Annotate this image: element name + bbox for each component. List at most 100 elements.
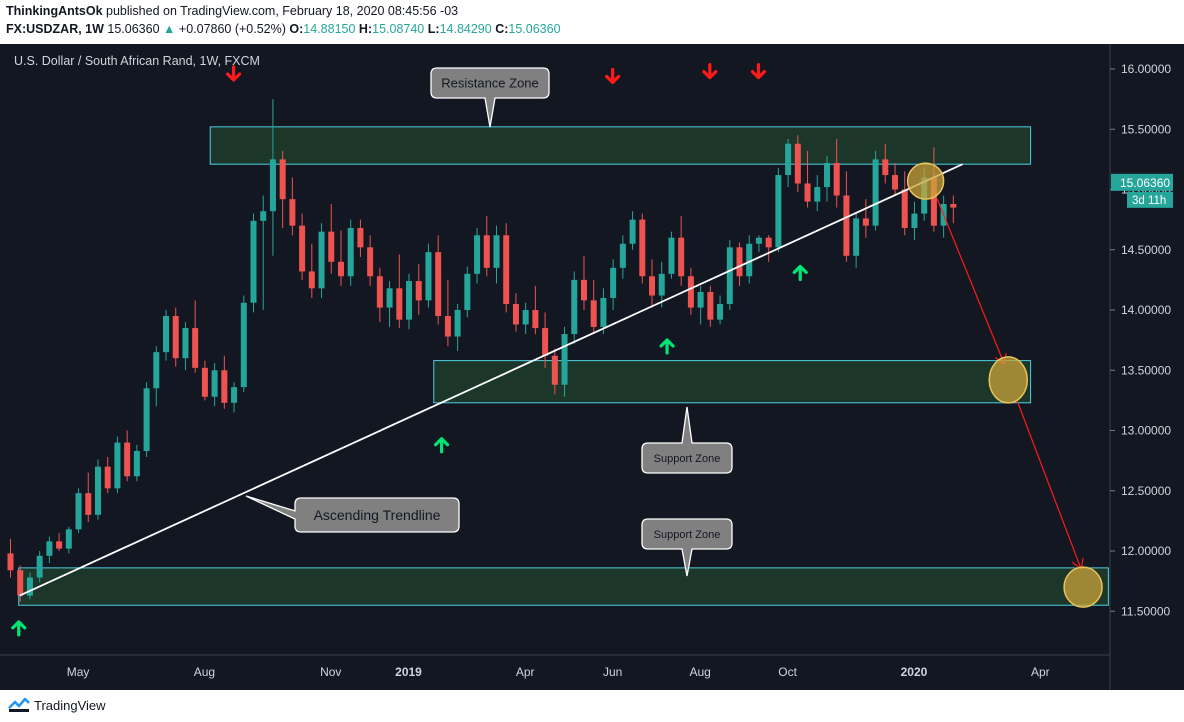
candle-body bbox=[250, 220, 257, 303]
x-tick-label: Aug bbox=[689, 665, 710, 679]
x-tick-label: 2019 bbox=[395, 665, 422, 679]
arrow-down-icon bbox=[225, 65, 242, 82]
trendline-callout-text: Ascending Trendline bbox=[314, 507, 441, 523]
chart-title: U.S. Dollar / South African Rand, 1W, FX… bbox=[14, 54, 260, 68]
candle-body bbox=[571, 279, 578, 335]
tradingview-logo-icon[interactable] bbox=[8, 696, 30, 714]
low-label: L: bbox=[427, 22, 440, 36]
candle-body bbox=[182, 328, 189, 359]
candle-body bbox=[687, 276, 694, 308]
x-tick-label: Apr bbox=[516, 665, 535, 679]
candle-body bbox=[201, 367, 208, 397]
candle-body bbox=[610, 267, 617, 298]
arrow-up-icon bbox=[11, 620, 27, 637]
candle-body bbox=[7, 553, 14, 571]
candle-body bbox=[678, 237, 685, 277]
symbol-ohlc: FX:USDZAR, 1W 15.06360 ▲ +0.07860 (+0.52… bbox=[6, 22, 561, 36]
tradingview-brand[interactable]: TradingView bbox=[34, 698, 106, 713]
candle-body bbox=[415, 281, 422, 301]
candle-body bbox=[386, 288, 393, 308]
arrow-down-icon bbox=[702, 63, 718, 80]
candle-body bbox=[483, 235, 490, 268]
candle-body bbox=[376, 276, 383, 308]
candle-body bbox=[240, 302, 247, 388]
author-name[interactable]: ThinkingAntsOk bbox=[6, 4, 103, 18]
candle-body bbox=[114, 442, 121, 489]
candle-body bbox=[46, 541, 53, 556]
candle-body bbox=[843, 195, 850, 256]
current-price-circle[interactable] bbox=[906, 162, 945, 200]
arrow-down-icon bbox=[750, 63, 767, 80]
change-up-icon: ▲ bbox=[163, 22, 176, 36]
candle-body bbox=[269, 159, 276, 212]
candle-body bbox=[785, 143, 792, 176]
candle-body bbox=[444, 316, 451, 337]
candle-body bbox=[396, 288, 403, 320]
target-circle-1[interactable] bbox=[988, 356, 1028, 404]
candle-body bbox=[133, 450, 140, 477]
candle-body bbox=[347, 228, 354, 277]
open-value: 14.88150 bbox=[303, 22, 356, 36]
x-tick-label: Oct bbox=[778, 665, 797, 679]
candle-body bbox=[85, 493, 92, 515]
candle-body bbox=[435, 252, 442, 317]
target-circle-2[interactable] bbox=[1063, 566, 1103, 608]
candle-body bbox=[600, 297, 607, 327]
support-zone-upper[interactable] bbox=[433, 360, 1032, 404]
candle-body bbox=[318, 231, 325, 289]
candle-body bbox=[104, 466, 111, 489]
candle-body bbox=[337, 261, 344, 277]
candle-body bbox=[639, 219, 646, 277]
y-tick-label: 14.50000 bbox=[1121, 243, 1171, 257]
candle-body bbox=[454, 310, 461, 337]
x-tick-label: Aug bbox=[194, 665, 215, 679]
resistance-zone-callout[interactable]: Resistance Zone bbox=[430, 67, 550, 128]
candle-body bbox=[503, 235, 510, 304]
price-chart[interactable]: Resistance Zone Support Zone Support Zone A… bbox=[0, 44, 1184, 690]
close-label: C: bbox=[495, 22, 509, 36]
publish-text: published on TradingView.com, February 1… bbox=[106, 4, 459, 18]
resistance-zone[interactable] bbox=[209, 126, 1032, 165]
candle-body bbox=[522, 310, 529, 325]
candle-body bbox=[464, 273, 471, 310]
candle-body bbox=[211, 370, 218, 397]
arrow-up-icon bbox=[659, 338, 675, 355]
countdown-tag-text: 3d 11h bbox=[1132, 195, 1166, 207]
candle-body bbox=[930, 177, 937, 226]
candle-body bbox=[580, 279, 587, 301]
y-tick-label: 16.00000 bbox=[1121, 62, 1171, 76]
ascending-trendline[interactable] bbox=[19, 163, 963, 597]
candle-body bbox=[124, 442, 131, 477]
candle-body bbox=[823, 162, 830, 188]
candle-body bbox=[36, 555, 43, 578]
forecast-arrow-2[interactable] bbox=[1016, 400, 1081, 569]
candle-body bbox=[192, 328, 199, 368]
open-label: O: bbox=[289, 22, 304, 36]
arrow-down-icon bbox=[605, 67, 621, 85]
candle-body bbox=[629, 219, 636, 244]
candle-body bbox=[56, 541, 63, 549]
last-price-tag[interactable] bbox=[1111, 173, 1173, 191]
support-zone-lower[interactable] bbox=[18, 567, 1109, 606]
candle-body bbox=[619, 243, 626, 268]
forecast-arrow-1[interactable] bbox=[936, 198, 1004, 364]
candle-body bbox=[862, 218, 869, 226]
high-label: H: bbox=[358, 22, 373, 36]
arrow-up-icon bbox=[433, 437, 450, 454]
support-zone-callout-2[interactable]: Support Zone bbox=[641, 518, 733, 577]
support-zone-callout-1[interactable]: Support Zone bbox=[641, 406, 733, 474]
candle-body bbox=[872, 159, 879, 226]
candle-body bbox=[308, 271, 315, 289]
candle-body bbox=[804, 183, 811, 202]
candle-body bbox=[172, 316, 179, 359]
trendline-callout[interactable]: Ascending Trendline bbox=[245, 495, 460, 533]
x-tick-label: May bbox=[67, 665, 90, 679]
close-value: 15.06360 bbox=[508, 22, 561, 36]
candle-body bbox=[260, 211, 267, 221]
candle-body bbox=[474, 235, 481, 274]
candle-body bbox=[425, 252, 432, 301]
candle-body bbox=[901, 189, 908, 229]
candle-body bbox=[658, 273, 665, 296]
candle-body bbox=[512, 303, 519, 325]
publish-info: ThinkingAntsOk published on TradingView.… bbox=[6, 4, 458, 18]
